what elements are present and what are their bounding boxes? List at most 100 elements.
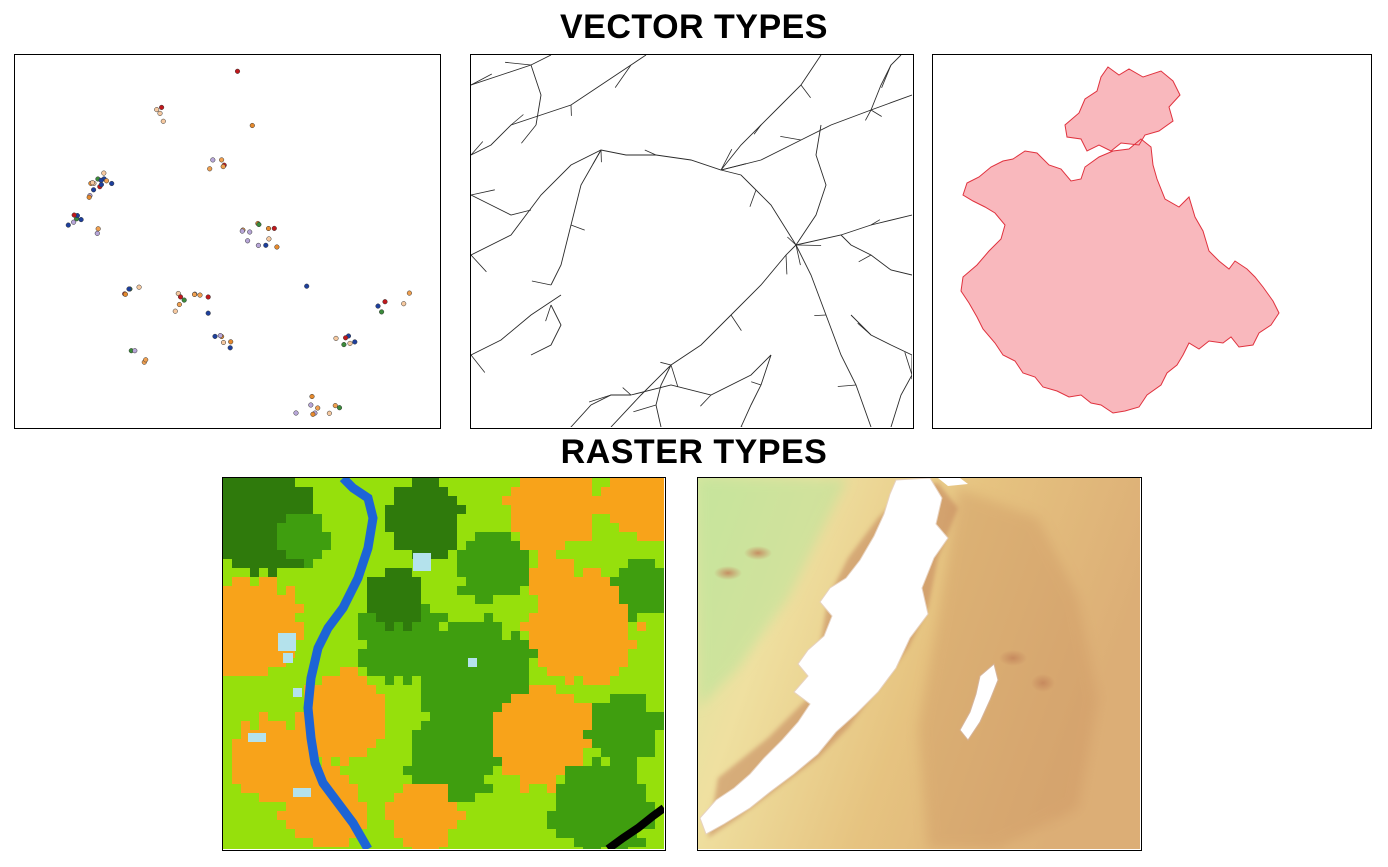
landcover-cell [358,622,367,631]
landcover-cell [286,694,295,703]
landcover-cell [475,514,484,523]
landcover-cell [241,793,250,802]
landcover-cell [493,694,502,703]
landcover-cell [439,685,448,694]
landcover-cell [349,739,358,748]
landcover-cell [439,730,448,739]
landcover-cell [241,478,250,487]
landcover-cell [322,550,331,559]
landcover-cell [313,829,322,838]
landcover-cell [223,496,232,505]
landcover-cell [592,694,601,703]
landcover-cell [421,505,430,514]
landcover-cell [412,496,421,505]
landcover-cell [475,793,484,802]
landcover-cell [403,631,412,640]
landcover-cell [475,685,484,694]
landcover-cell [412,838,421,847]
landcover-cell [637,802,646,811]
landcover-cell [511,730,520,739]
landcover-cell [502,793,511,802]
landcover-cell [457,748,466,757]
landcover-cell [304,649,313,658]
point-feature [304,283,310,289]
landcover-cell [259,802,268,811]
landcover-cell [241,532,250,541]
landcover-cell [385,829,394,838]
landcover-cell [520,748,529,757]
landcover-cell [457,523,466,532]
landcover-cell [601,721,610,730]
landcover-cell [331,541,340,550]
landcover-cell [475,829,484,838]
landcover-cell [511,667,520,676]
landcover-cell [331,703,340,712]
landcover-cell [574,793,583,802]
landcover-cell [394,694,403,703]
landcover-cell [601,505,610,514]
landcover-cell [556,694,565,703]
landcover-cell [583,739,592,748]
landcover-cell [538,838,547,847]
landcover-cell [475,766,484,775]
landcover-cell [250,532,259,541]
landcover-cell [259,577,268,586]
landcover-cell [358,658,367,667]
landcover-cell [313,739,322,748]
landcover-cell [259,595,268,604]
landcover-cell [520,667,529,676]
landcover-cell [556,649,565,658]
landcover-cell [448,550,457,559]
landcover-cell [619,631,628,640]
landcover-cell [466,784,475,793]
landcover-cell [556,568,565,577]
point-feature [309,393,315,400]
landcover-cell [340,676,349,685]
landcover-cell [646,649,655,658]
landcover-cell [331,685,340,694]
landcover-cell [646,694,655,703]
landcover-cell [493,802,502,811]
landcover-cell [385,622,394,631]
landcover-cell [628,811,637,820]
landcover-cell [610,766,619,775]
landcover-cell [295,712,304,721]
landcover-cell [655,829,664,838]
landcover-cell [448,676,457,685]
landcover-cell [646,577,655,586]
landcover-cell [358,496,367,505]
landcover-cell [610,613,619,622]
landcover-cell [349,685,358,694]
landcover-cell [637,712,646,721]
landcover-cell [250,802,259,811]
landcover-cell [259,559,268,568]
landcover-cell [628,757,637,766]
landcover-cell [520,631,529,640]
landcover-cell [619,676,628,685]
landcover-cell [637,640,646,649]
landcover-cell [277,586,286,595]
landcover-cell [502,622,511,631]
landcover-cell [520,505,529,514]
landcover-cell [430,685,439,694]
landcover-cell [421,703,430,712]
landcover-cell [610,640,619,649]
landcover-cell [295,838,304,847]
landcover-cell [493,847,502,849]
landcover-cell [502,685,511,694]
landcover-cell [655,622,664,631]
landcover-cell [610,667,619,676]
line-branch [531,280,552,286]
landcover-cell [304,532,313,541]
landcover-cell [466,802,475,811]
landcover-cell [286,496,295,505]
landcover-cell [538,748,547,757]
landcover-cell [439,505,448,514]
landcover-cell [583,766,592,775]
landcover-cell [286,793,295,802]
landcover-cell [232,487,241,496]
landcover-cell [583,577,592,586]
landcover-cell [286,802,295,811]
landcover-cell [367,586,376,595]
landcover-cell [304,523,313,532]
